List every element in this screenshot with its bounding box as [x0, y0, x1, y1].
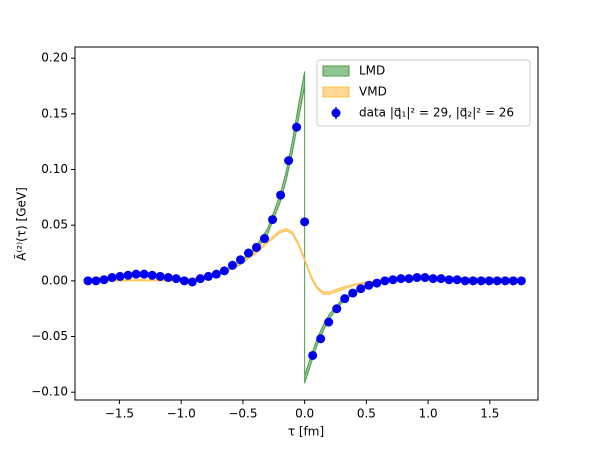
data-point — [195, 274, 205, 284]
x-tick-label: 1.0 — [419, 407, 438, 421]
data-point — [324, 317, 334, 327]
data-point — [452, 275, 462, 285]
data-point — [139, 269, 149, 279]
data-point — [91, 276, 101, 286]
data-point — [163, 273, 173, 283]
data-point — [412, 273, 422, 283]
data-point — [388, 275, 398, 285]
x-tick-label: −0.5 — [228, 407, 257, 421]
data-point — [404, 274, 414, 284]
data-point — [492, 276, 502, 286]
data-point — [420, 273, 430, 283]
legend-label: data |q⃗₁|² = 29, |q⃗₂|² = 26 — [359, 106, 514, 120]
data-point — [460, 276, 470, 286]
data-point — [123, 270, 133, 280]
data-point — [444, 275, 454, 285]
data-point — [316, 334, 326, 344]
plot-frame — [74, 46, 539, 401]
data-point — [428, 274, 438, 284]
data-point — [115, 271, 125, 281]
data-point — [364, 280, 374, 290]
legend-swatch — [322, 65, 350, 77]
data-point — [348, 288, 358, 298]
data-point — [436, 274, 446, 284]
data-point — [179, 276, 189, 286]
data-point — [476, 276, 486, 286]
data-point — [516, 276, 526, 286]
legend-label: LMD — [359, 64, 385, 78]
data-point — [147, 270, 157, 280]
data-point — [219, 266, 229, 276]
x-tick-label: 0.0 — [295, 407, 314, 421]
y-tick-label: 0.00 — [41, 273, 68, 287]
x-axis-label: τ [fm] — [288, 425, 324, 439]
data-point — [211, 269, 221, 279]
data-point — [340, 294, 350, 304]
data-point — [203, 271, 213, 281]
y-axis-label: Ã⁽²⁾(τ) [GeV] — [14, 187, 29, 261]
data-point — [131, 269, 141, 279]
data-point — [508, 276, 518, 286]
data-point — [227, 260, 237, 270]
legend-label: VMD — [359, 85, 387, 99]
data-point — [380, 276, 390, 286]
data-point — [292, 122, 302, 132]
x-tick-label: −1.0 — [167, 407, 196, 421]
legend-box — [316, 59, 531, 127]
data-point — [243, 248, 253, 258]
data-point — [396, 274, 406, 284]
data-point — [300, 217, 310, 227]
data-point — [83, 276, 93, 286]
data-point — [107, 273, 117, 283]
data-point — [276, 190, 286, 200]
y-tick-label: 0.10 — [41, 162, 68, 176]
y-tick-label: −0.10 — [31, 385, 68, 399]
data-point — [500, 276, 510, 286]
data-point — [468, 276, 478, 286]
y-tick-label: −0.05 — [31, 329, 68, 343]
data-point — [99, 275, 109, 285]
data-point — [484, 276, 494, 286]
x-tick-label: −1.5 — [105, 407, 134, 421]
data-point — [235, 255, 245, 265]
y-tick-label: 0.05 — [41, 218, 68, 232]
data-point — [260, 234, 270, 244]
legend-marker — [331, 108, 341, 118]
x-tick-label: 1.5 — [480, 407, 499, 421]
legend-swatch — [322, 86, 350, 98]
data-point — [308, 350, 318, 360]
data-point — [372, 278, 382, 288]
y-tick-label: 0.15 — [41, 106, 68, 120]
data-point — [332, 304, 342, 314]
data-point — [187, 277, 197, 287]
data-point — [284, 156, 294, 166]
data-point — [155, 271, 165, 281]
y-tick-label: 0.20 — [41, 51, 68, 65]
data-point — [251, 242, 261, 252]
data-point — [171, 274, 181, 284]
data-point — [356, 284, 366, 294]
data-point — [268, 215, 278, 225]
x-tick-label: 0.5 — [357, 407, 376, 421]
